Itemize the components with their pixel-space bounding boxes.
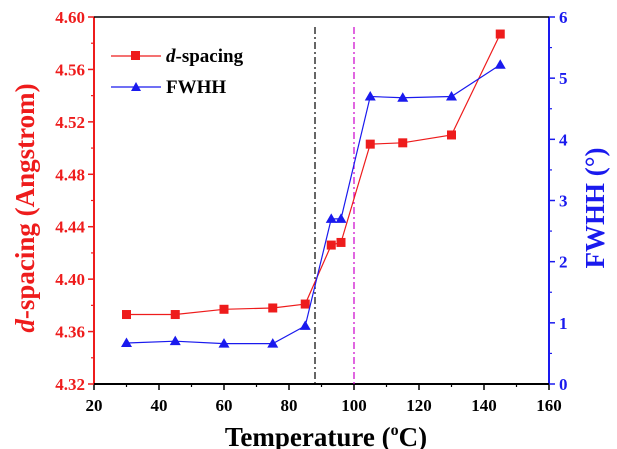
x-tick-label: 120	[406, 396, 432, 415]
data-point-fwhh	[121, 337, 132, 348]
left-y-tick-label: 4.40	[55, 270, 85, 289]
data-point-d-spacing	[365, 139, 375, 149]
right-y-tick-label: 2	[559, 253, 568, 272]
series-line-fwhh	[126, 64, 501, 345]
data-point-d-spacing	[326, 240, 336, 250]
series	[121, 29, 506, 348]
data-point-d-spacing	[300, 299, 310, 309]
left-y-tick-label: 4.44	[55, 218, 85, 237]
left-y-tick-label: 4.48	[55, 165, 85, 184]
data-point-fwhh	[364, 91, 376, 101]
reference-lines	[314, 27, 355, 384]
x-axis-title: Temperature (oC)	[225, 422, 427, 449]
data-point-d-spacing	[495, 29, 505, 39]
right-y-tick-label: 5	[559, 69, 568, 88]
data-point-fwhh	[169, 335, 181, 346]
legend-marker-d-spacing	[131, 51, 140, 60]
left-y-tick-label: 4.32	[55, 375, 85, 394]
data-point-fwhh	[397, 92, 409, 102]
legend: d-spacing FWHH	[111, 46, 244, 98]
data-point-fwhh	[299, 320, 311, 330]
ticks: 20 40 60 80 100 120 140 1604.324.364.404.444.48…	[55, 8, 568, 415]
right-y-tick-label: 3	[559, 192, 568, 211]
left-y-tick-label: 4.36	[55, 323, 85, 342]
legend-label-d-spacing: d-spacing	[166, 46, 244, 67]
legend-label-fwhh: FWHH	[166, 77, 226, 98]
data-point-fwhh	[494, 59, 506, 69]
x-tick-label: 100	[341, 396, 367, 415]
data-point-d-spacing	[398, 138, 408, 148]
x-tick-label: 140	[471, 396, 497, 415]
data-point-d-spacing	[336, 237, 346, 247]
left-y-tick-label: 4.52	[55, 113, 85, 132]
data-point-d-spacing	[447, 130, 456, 140]
data-point-d-spacing	[268, 303, 278, 313]
x-tick-label: 20	[86, 396, 103, 415]
right-y-tick-label: 1	[559, 314, 568, 333]
right-y-axis-title: FWHH (°)	[580, 147, 610, 268]
right-y-tick-label: 4	[559, 130, 568, 149]
data-point-d-spacing	[170, 310, 180, 320]
data-point-d-spacing	[122, 310, 131, 320]
axes	[93, 16, 550, 385]
right-y-tick-label: 0	[559, 375, 568, 394]
x-tick-label: 40	[151, 396, 168, 415]
left-y-axis-title: d-spacing (Angstrom)	[10, 83, 40, 332]
data-point-fwhh	[325, 213, 337, 223]
data-point-fwhh	[446, 91, 457, 101]
left-y-tick-label: 4.60	[55, 8, 85, 27]
x-tick-label: 160	[536, 396, 562, 415]
x-tick-label: 80	[281, 396, 298, 415]
data-point-fwhh	[218, 338, 230, 348]
legend-marker-fwhh	[131, 82, 141, 91]
data-point-d-spacing	[219, 304, 229, 314]
right-y-tick-label: 6	[559, 8, 568, 27]
x-tick-label: 60	[216, 396, 233, 415]
left-y-tick-label: 4.56	[55, 60, 85, 79]
data-point-fwhh	[335, 213, 347, 223]
data-point-fwhh	[267, 338, 279, 348]
